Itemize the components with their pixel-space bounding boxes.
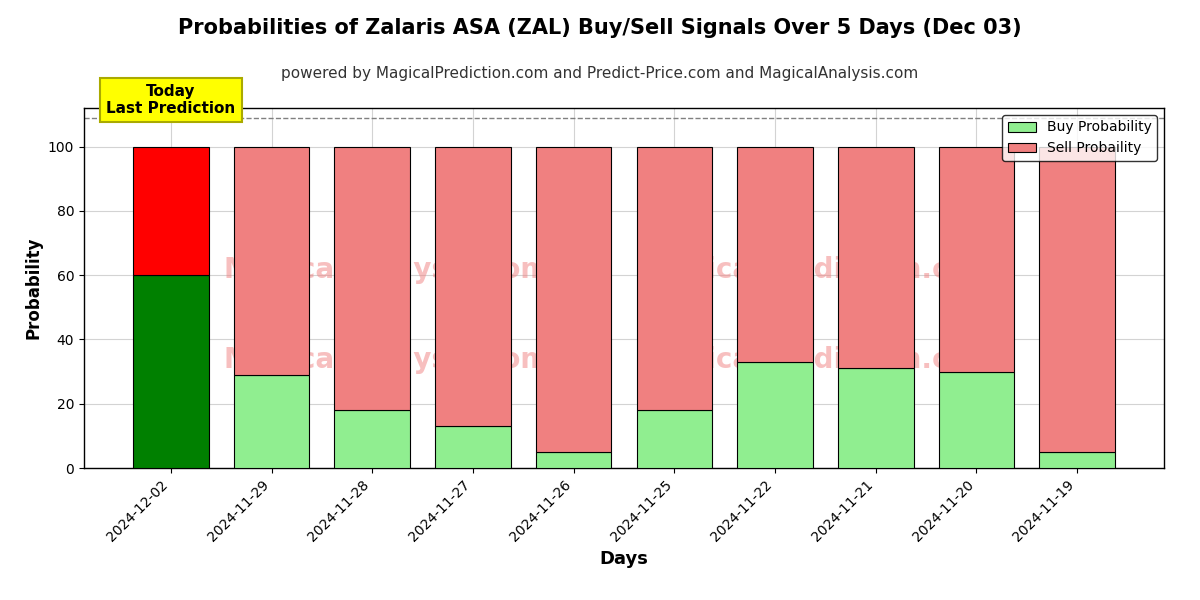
Bar — [636, 410, 712, 468]
Bar — [234, 375, 310, 468]
Bar — [335, 410, 410, 468]
Text: Probabilities of Zalaris ASA (ZAL) Buy/Sell Signals Over 5 Days (Dec 03): Probabilities of Zalaris ASA (ZAL) Buy/S… — [178, 18, 1022, 38]
Bar — [234, 146, 310, 375]
Bar — [536, 146, 612, 452]
Bar — [436, 146, 511, 426]
Bar — [838, 146, 913, 368]
Bar — [838, 368, 913, 468]
Bar — [938, 146, 1014, 371]
Text: MagicalPrediction.com: MagicalPrediction.com — [640, 256, 997, 284]
Text: Today
Last Prediction: Today Last Prediction — [107, 83, 235, 116]
Y-axis label: Probability: Probability — [24, 237, 42, 339]
Bar — [737, 146, 812, 362]
Bar — [436, 426, 511, 468]
Bar — [636, 146, 712, 410]
Bar — [335, 146, 410, 410]
Bar — [536, 452, 612, 468]
Legend: Buy Probability, Sell Probaility: Buy Probability, Sell Probaility — [1002, 115, 1157, 161]
Bar — [1039, 146, 1115, 452]
Bar — [737, 362, 812, 468]
Bar — [1039, 452, 1115, 468]
X-axis label: Days: Days — [600, 550, 648, 568]
Bar — [938, 371, 1014, 468]
Bar — [133, 275, 209, 468]
Bar — [133, 146, 209, 275]
Text: MagicalAnalysis.com: MagicalAnalysis.com — [223, 256, 550, 284]
Text: MagicalPrediction.com: MagicalPrediction.com — [640, 346, 997, 374]
Text: MagicalAnalysis.com: MagicalAnalysis.com — [223, 346, 550, 374]
Text: powered by MagicalPrediction.com and Predict-Price.com and MagicalAnalysis.com: powered by MagicalPrediction.com and Pre… — [281, 66, 919, 81]
